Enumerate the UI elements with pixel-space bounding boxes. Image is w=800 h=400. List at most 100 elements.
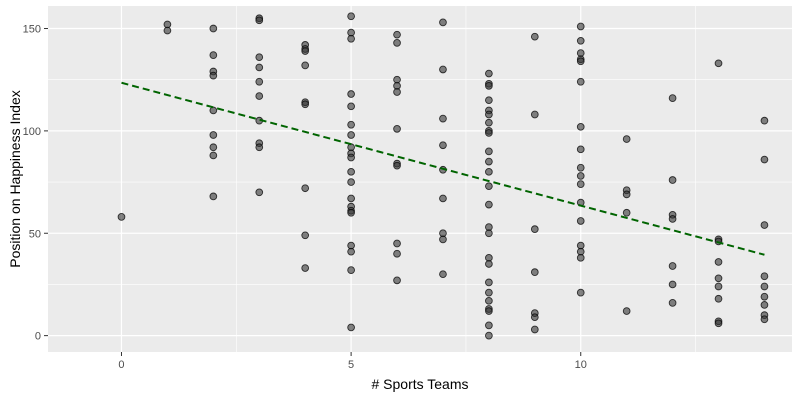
data-point xyxy=(393,276,401,285)
data-point xyxy=(485,110,493,119)
data-point xyxy=(576,172,585,180)
data-point xyxy=(760,292,769,301)
data-point xyxy=(209,24,218,33)
data-point xyxy=(439,18,447,27)
data-point xyxy=(530,313,539,322)
data-point xyxy=(347,120,355,129)
trend-line-group xyxy=(121,81,765,256)
y-tick-label: 150 xyxy=(23,24,41,36)
data-point xyxy=(576,253,585,262)
data-point xyxy=(209,71,218,80)
data-point xyxy=(301,264,310,272)
data-point xyxy=(668,94,677,102)
data-point xyxy=(347,153,355,162)
data-point xyxy=(530,110,539,119)
data-point xyxy=(347,208,355,217)
data-point xyxy=(301,100,310,109)
data-point xyxy=(439,235,447,244)
data-point xyxy=(485,129,493,137)
data-point xyxy=(439,141,447,150)
x-axis-ticks: 0 5 10 xyxy=(118,352,587,371)
data-point xyxy=(760,221,769,229)
data-point xyxy=(393,249,401,258)
data-point xyxy=(576,36,585,45)
minor-gridlines xyxy=(48,6,792,352)
data-point xyxy=(576,145,585,154)
data-point xyxy=(668,299,677,307)
data-point xyxy=(530,32,539,41)
data-point xyxy=(301,184,310,193)
data-point xyxy=(439,65,447,74)
data-point xyxy=(714,258,723,266)
data-point xyxy=(209,131,218,139)
data-point xyxy=(530,325,539,334)
data-point xyxy=(576,163,585,172)
data-point xyxy=(622,190,631,199)
data-point xyxy=(485,69,493,78)
data-point xyxy=(347,323,355,332)
data-point xyxy=(576,22,585,31)
data-point xyxy=(714,294,723,303)
data-point xyxy=(485,200,493,209)
data-point xyxy=(347,266,355,274)
data-point xyxy=(255,16,264,25)
trend-line xyxy=(121,81,765,256)
data-point xyxy=(714,282,723,291)
data-point xyxy=(393,124,401,133)
data-point xyxy=(301,61,310,70)
plot-panel xyxy=(48,6,792,352)
data-point xyxy=(622,307,631,315)
data-point xyxy=(576,180,585,188)
data-point xyxy=(714,319,723,328)
data-point xyxy=(668,176,677,184)
data-point xyxy=(255,63,264,72)
data-point xyxy=(347,90,355,98)
data-point xyxy=(209,143,218,152)
data-point xyxy=(393,161,401,170)
data-point xyxy=(209,106,218,115)
data-point xyxy=(760,272,769,281)
data-point xyxy=(301,47,310,55)
data-point xyxy=(485,147,493,156)
data-point xyxy=(622,208,631,217)
data-point xyxy=(255,53,264,62)
data-point xyxy=(485,167,493,176)
data-point xyxy=(668,262,677,270)
data-point xyxy=(255,77,264,86)
data-point xyxy=(485,296,493,305)
data-point xyxy=(255,143,264,152)
data-point xyxy=(117,213,126,221)
data-point xyxy=(485,182,493,191)
data-point xyxy=(347,247,355,256)
data-point xyxy=(393,239,401,248)
data-point xyxy=(439,270,447,279)
data-point xyxy=(485,331,493,340)
x-tick-label: 0 xyxy=(118,359,124,371)
data-point xyxy=(760,315,769,324)
data-point xyxy=(576,122,585,131)
data-point xyxy=(347,131,355,139)
data-point xyxy=(347,194,355,203)
data-point xyxy=(485,81,493,90)
data-point xyxy=(485,118,493,127)
data-point xyxy=(209,151,218,160)
data-point xyxy=(393,88,401,96)
data-point xyxy=(485,278,493,287)
data-point xyxy=(714,274,723,283)
data-point xyxy=(439,114,447,123)
data-point xyxy=(163,26,172,35)
y-axis-ticks: 0 50 100 150 xyxy=(23,24,48,343)
data-point xyxy=(485,229,493,238)
data-point xyxy=(347,102,355,111)
data-point xyxy=(255,188,264,197)
data-point xyxy=(760,155,769,164)
data-point xyxy=(393,39,401,47)
data-point xyxy=(485,96,493,105)
data-point xyxy=(393,30,401,39)
data-point xyxy=(714,59,723,68)
data-point xyxy=(576,288,585,297)
data-point xyxy=(347,12,355,21)
data-points xyxy=(117,12,769,340)
data-point xyxy=(347,167,355,176)
